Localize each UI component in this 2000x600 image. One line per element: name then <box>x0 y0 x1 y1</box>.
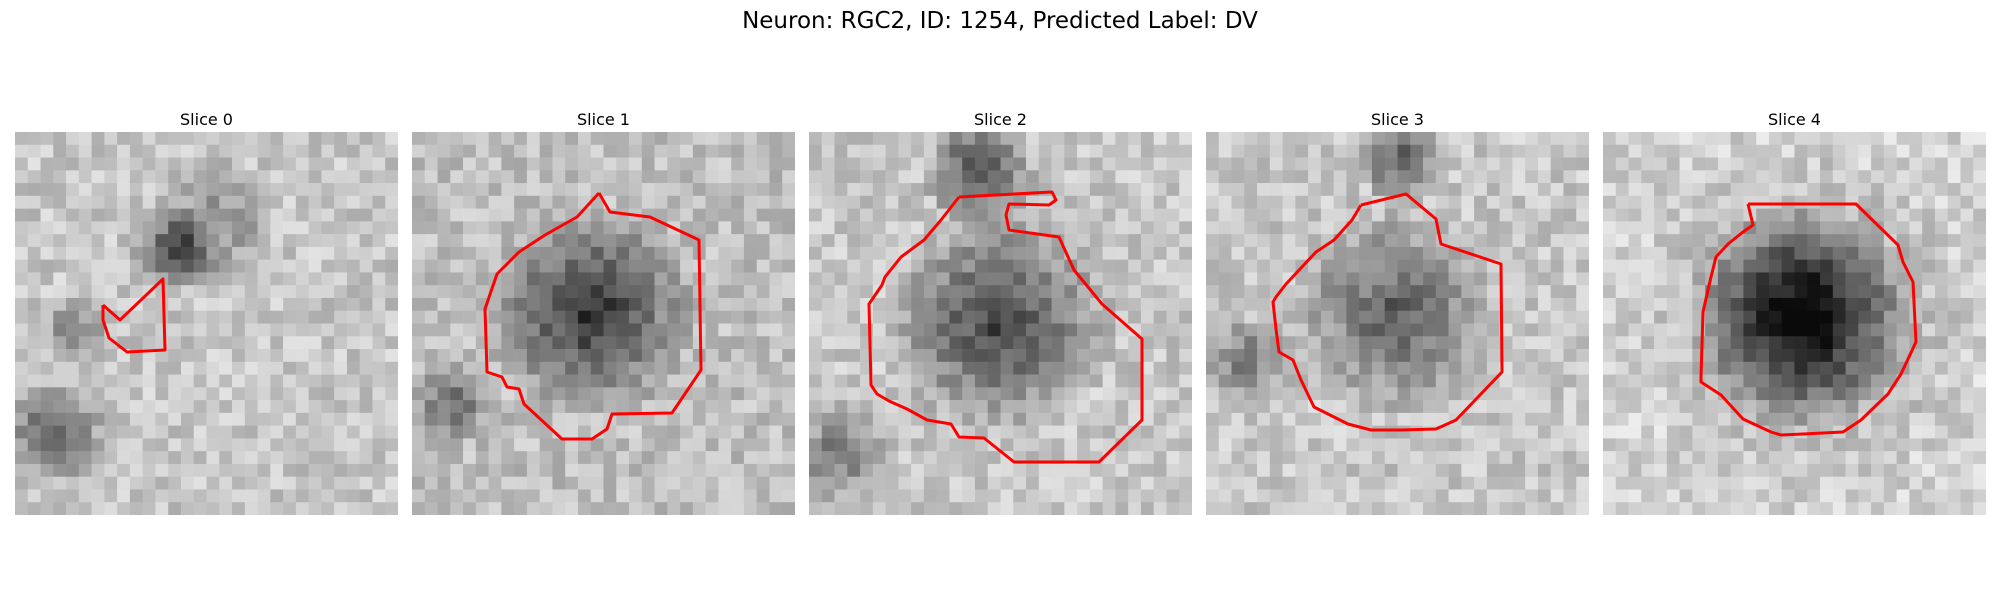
slice-title-2: Slice 2 <box>974 110 1027 129</box>
slice-panel-1: Slice 1 <box>412 108 795 515</box>
slice-image-0 <box>15 132 398 515</box>
slice-title-0: Slice 0 <box>180 110 233 129</box>
slice-panel-2: Slice 2 <box>809 108 1192 515</box>
slice-title-4: Slice 4 <box>1768 110 1821 129</box>
slice-image-4 <box>1603 132 1986 515</box>
slice-title-1: Slice 1 <box>577 110 630 129</box>
slice-image-3 <box>1206 132 1589 515</box>
slice-panel-0: Slice 0 <box>15 108 398 515</box>
slice-panel-3: Slice 3 <box>1206 108 1589 515</box>
slice-image-1 <box>412 132 795 515</box>
slice-panel-4: Slice 4 <box>1603 108 1986 515</box>
slice-title-3: Slice 3 <box>1371 110 1424 129</box>
figure-title: Neuron: RGC2, ID: 1254, Predicted Label:… <box>742 8 1258 34</box>
slice-image-2 <box>809 132 1192 515</box>
